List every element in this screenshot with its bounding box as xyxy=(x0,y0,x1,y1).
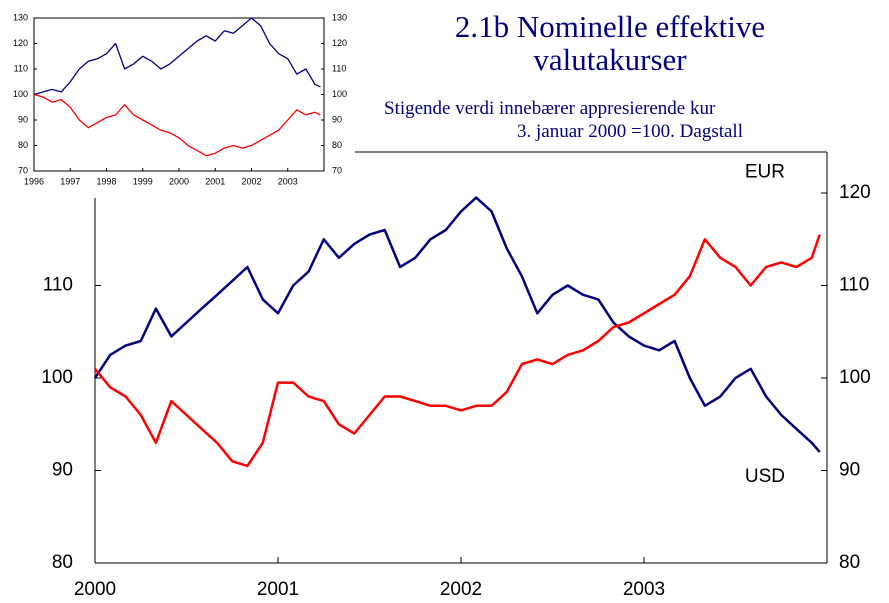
y2-tick-label: 100 xyxy=(839,367,871,388)
y-tick-label: 110 xyxy=(14,63,28,73)
x-tick-label: 2001 xyxy=(257,579,299,600)
x-tick-label: 2002 xyxy=(440,579,482,600)
x-tick-label: 1998 xyxy=(96,176,116,186)
x-tick-label: 1996 xyxy=(24,176,44,186)
x-tick-label: 1997 xyxy=(60,176,80,186)
y2-tick-label: 100 xyxy=(332,89,347,99)
y-tick-label: 80 xyxy=(18,140,28,150)
y-tick-label: 120 xyxy=(13,38,28,48)
y2-tick-label: 130 xyxy=(332,12,347,22)
line-usd xyxy=(93,196,821,453)
y-tick-label: 100 xyxy=(41,367,73,388)
inset-background xyxy=(4,4,352,190)
x-tick-label: 2002 xyxy=(241,176,261,186)
y2-tick-label: 80 xyxy=(332,140,342,150)
y-tick-label: 80 xyxy=(52,552,73,573)
series-label: USD xyxy=(745,466,785,487)
y2-tick-label: 110 xyxy=(839,275,869,296)
y2-tick-label: 80 xyxy=(839,552,860,573)
y2-tick-label: 90 xyxy=(332,114,342,124)
x-tick-label: 1999 xyxy=(133,176,153,186)
x-tick-label: 2001 xyxy=(205,176,225,186)
y2-tick-label: 110 xyxy=(332,63,346,73)
note: 3. januar 2000 =100. Dagstall xyxy=(516,121,743,142)
line-eur xyxy=(33,93,321,157)
y-tick-label: 100 xyxy=(13,89,28,99)
x-tick-label: 2000 xyxy=(74,579,116,600)
y-tick-label: 130 xyxy=(13,12,28,22)
y-tick-label: 110 xyxy=(43,275,73,296)
y-tick-label: 90 xyxy=(18,114,28,124)
subtitle: Stigende verdi innebærer appresierende k… xyxy=(384,98,716,119)
chart-title: 2.1b Nominelle effektive valutakurser xyxy=(454,9,766,77)
x-tick-label: 2003 xyxy=(278,176,298,186)
y2-tick-label: 120 xyxy=(332,38,347,48)
y-tick-label: 70 xyxy=(18,165,28,175)
y-tick-label: 90 xyxy=(52,460,73,481)
y2-tick-label: 90 xyxy=(839,460,860,481)
line-usd xyxy=(33,17,321,96)
x-tick-label: 2000 xyxy=(169,176,189,186)
line-eur xyxy=(94,234,821,468)
x-tick-label: 2003 xyxy=(623,579,665,600)
y2-tick-label: 70 xyxy=(332,165,342,175)
y2-tick-label: 120 xyxy=(839,182,871,203)
series-label: EUR xyxy=(745,162,785,183)
